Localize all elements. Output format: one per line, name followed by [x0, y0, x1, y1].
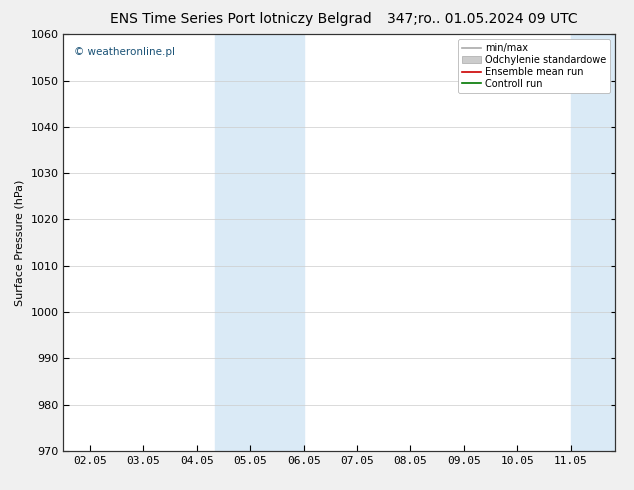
- Y-axis label: Surface Pressure (hPa): Surface Pressure (hPa): [15, 179, 25, 306]
- Text: ENS Time Series Port lotniczy Belgrad: ENS Time Series Port lotniczy Belgrad: [110, 12, 372, 26]
- Bar: [214, 34, 304, 451]
- Text: 347;ro.. 01.05.2024 09 UTC: 347;ro.. 01.05.2024 09 UTC: [387, 12, 577, 26]
- Legend: min/max, Odchylenie standardowe, Ensemble mean run, Controll run: min/max, Odchylenie standardowe, Ensembl…: [458, 39, 610, 93]
- Bar: [571, 34, 615, 451]
- Text: © weatheronline.pl: © weatheronline.pl: [74, 47, 176, 57]
